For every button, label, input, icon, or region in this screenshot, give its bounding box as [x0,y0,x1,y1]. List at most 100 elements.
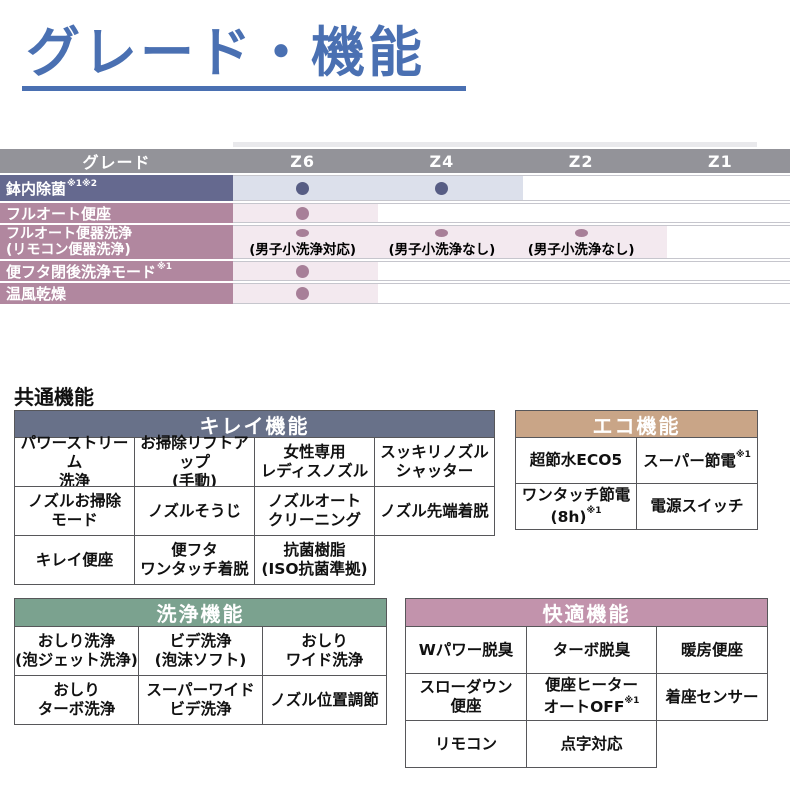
grade-row-cells: (男子小洗浄対応) (男子小洗浄なし) (男子小洗浄なし) [233,225,790,259]
feature-dot [574,229,588,237]
cell-z6 [233,204,372,222]
table-cell: スーパーワイド ビデ洗浄 [138,675,263,725]
table-row: ワンタッチ節電 (8h)※1 電源スイッチ [515,483,758,530]
feature-table-eco: エコ機能 超節水ECO5 スーパー節電※1 ワンタッチ節電 (8h)※1 電源ス… [515,410,758,530]
table-row: おしり洗浄 (泡ジェット洗浄) ビデ洗浄 (泡沫ソフト) おしり ワイド洗浄 [14,626,387,676]
cell-z2 [512,204,651,222]
feature-dot [296,264,310,278]
feature-table-wash: 洗浄機能 おしり洗浄 (泡ジェット洗浄) ビデ洗浄 (泡沫ソフト) おしり ワイ… [14,598,387,725]
grade-row-label: フルオート便器洗浄 (リモコン便器洗浄) [0,225,233,259]
table-header-comfort: 快適機能 [405,598,768,627]
feature-note: (男子小洗浄なし) [388,242,496,258]
grade-col-z6: Z6 [290,151,315,171]
cell-z1 [651,262,790,280]
row-label-text: フルオート便座 [6,204,112,223]
grade-row-label: 便フタ閉後洗浄モード ※1 [0,261,233,281]
row-label-footnote: ※1 [157,262,173,272]
cell-z2 [512,284,651,303]
table-row: 超節水ECO5 スーパー節電※1 [515,437,758,484]
row-label-text-line2: (リモコン便器洗浄) [6,242,131,258]
cell-z2 [512,176,651,200]
table-row: パワーストリーム 洗浄 お掃除リフトアップ (手動) 女性専用 レディスノズル … [14,434,495,490]
cell-z4 [372,284,511,303]
grade-row-label: フルオート便座 [0,203,233,223]
grade-row-cells [233,203,790,223]
table-row: リモコン 点字対応 [405,720,768,768]
feature-dot [435,229,449,237]
table-cell: 電源スイッチ [636,483,758,530]
grade-row-lid-close-wash: 便フタ閉後洗浄モード ※1 [0,261,790,281]
row-label-text: フルオート便器洗浄 [6,226,132,242]
feature-table-kirei: キレイ機能 パワーストリーム 洗浄 お掃除リフトアップ (手動) 女性専用 レデ… [14,410,495,585]
table-cell: ノズル先端着脱 [374,486,495,536]
cell-z4 [372,204,511,222]
grade-row-bowl-sterilization: 鉢内除菌 ※1※2 [0,175,790,201]
feature-dot [296,181,310,195]
feature-note: (男子小洗浄なし) [527,242,635,258]
table-cell: おしり洗浄 (泡ジェット洗浄) [14,626,139,676]
cell-z4 [372,176,511,200]
grade-table: グレード Z6 Z4 Z2 Z1 鉢内除菌 ※1※2 [0,142,790,304]
table-cell: 着座センサー [656,673,768,721]
cell-z1 [651,226,790,258]
table-cell: 暖房便座 [656,626,768,674]
table-cell: ワンタッチ節電 (8h)※1 [515,483,637,530]
cell-z2: (男子小洗浄なし) [512,226,651,258]
table-cell: Wパワー脱臭 [405,626,527,674]
cell-z6 [233,284,372,303]
title-underline [22,86,466,91]
cell-z1 [651,284,790,303]
table-cell: 抗菌樹脂 (ISO抗菌準拠) [254,535,375,585]
grade-row-auto-seat: フルオート便座 [0,203,790,223]
grade-row-cells [233,175,790,201]
table-cell: キレイ便座 [14,535,135,585]
table-cell: ターボ脱臭 [526,626,657,674]
grade-table-top-strip [233,142,757,147]
table-cell: 超節水ECO5 [515,437,637,484]
row-label-text: 便フタ閉後洗浄モード [6,262,157,281]
table-cell: おしり ワイド洗浄 [262,626,387,676]
table-cell: スーパー節電※1 [636,437,758,484]
feature-dot [296,287,310,300]
grade-header-corner: グレード [82,153,151,172]
grade-col-z4: Z4 [429,151,455,171]
feature-dot [296,206,310,220]
feature-dot [435,181,449,195]
table-cell: パワーストリーム 洗浄 [14,434,135,490]
table-cell: スローダウン 便座 [405,673,527,721]
cell-z6 [233,176,372,200]
grade-row-label: 鉢内除菌 ※1※2 [0,175,233,201]
cell-z6: (男子小洗浄対応) [233,226,372,258]
table-row: スローダウン 便座 便座ヒーター オートOFF※1 着座センサー [405,673,768,721]
feature-dot [296,229,310,237]
common-features-heading: 共通機能 [14,385,94,409]
table-cell: お掃除リフトアップ (手動) [134,434,255,490]
cell-footnote: ※1 [586,505,602,516]
table-cell: ノズルオート クリーニング [254,486,375,536]
cell-z1 [651,204,790,222]
cell-z6 [233,262,372,280]
table-header-wash: 洗浄機能 [14,598,387,627]
table-row: ノズルお掃除 モード ノズルそうじ ノズルオート クリーニング ノズル先端着脱 [14,486,495,536]
table-cell: ノズル位置調節 [262,675,387,725]
grade-table-header: グレード Z6 Z4 Z2 Z1 [0,149,790,173]
grade-row-cells [233,283,790,304]
feature-note: (男子小洗浄対応) [249,242,357,258]
grade-row-cells [233,261,790,281]
grade-col-z2: Z2 [568,151,594,171]
table-cell: 女性専用 レディスノズル [254,437,375,487]
table-header-kirei: キレイ機能 [14,410,495,438]
page-title: グレード・機能 [26,21,425,84]
grade-row-auto-flush: フルオート便器洗浄 (リモコン便器洗浄) (男子小洗浄対応) (男子小洗浄なし)… [0,225,790,259]
table-row: キレイ便座 便フタ ワンタッチ着脱 抗菌樹脂 (ISO抗菌準拠) [14,535,495,585]
cell-z4: (男子小洗浄なし) [372,226,511,258]
cell-footnote: ※1 [624,696,640,707]
table-cell: おしり ターボ洗浄 [14,675,139,725]
cell-footnote: ※1 [735,450,751,461]
grade-column-headers: Z6 Z4 Z2 Z1 [233,149,790,173]
grade-row-label: 温風乾燥 [0,283,233,304]
availability-band [233,176,523,200]
cell-z2 [512,262,651,280]
cell-z1 [651,176,790,200]
